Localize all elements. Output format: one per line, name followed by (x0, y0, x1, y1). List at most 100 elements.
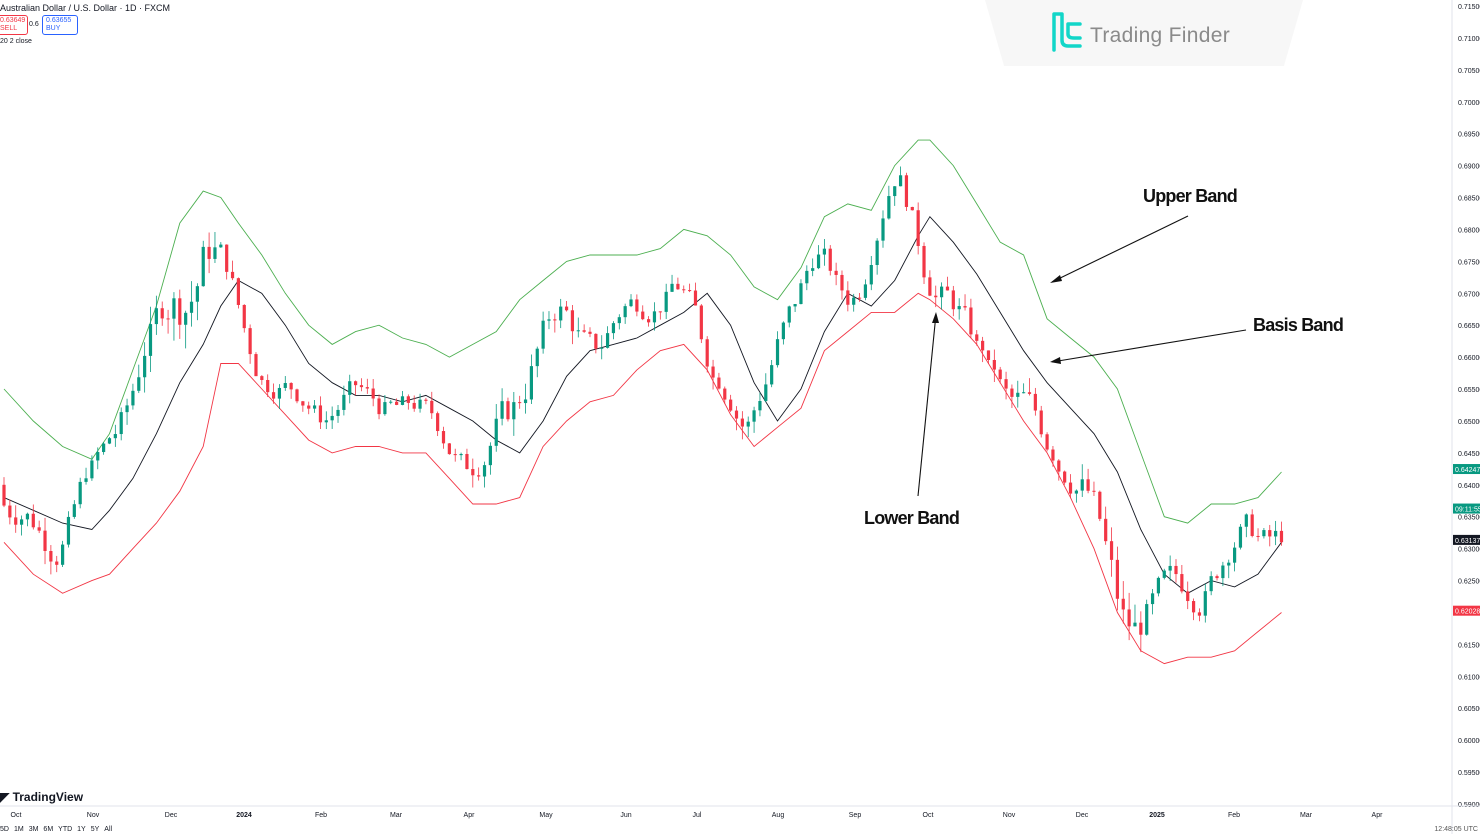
candle-body (553, 319, 557, 321)
candle-body (986, 350, 991, 360)
candle-body (330, 415, 334, 421)
candle-body (945, 286, 950, 291)
candle-body (430, 400, 434, 414)
watermark-banner (985, 0, 1303, 66)
candle-body (775, 339, 780, 366)
x-tick-label: 2025 (1149, 812, 1165, 819)
candle-body (793, 304, 797, 307)
candle-body (1039, 410, 1043, 435)
price-label: 0.64247 (1455, 467, 1480, 474)
candle-body (113, 434, 117, 439)
candle-body (518, 402, 522, 404)
candle-body (78, 481, 82, 505)
upper-band-path (3, 139, 1282, 524)
candle-body (1080, 479, 1084, 491)
candle-body (488, 445, 492, 466)
candle-body (846, 290, 850, 305)
candle-body (629, 299, 633, 307)
x-tick-label: Nov (87, 812, 100, 819)
candles (2, 166, 1284, 653)
x-tick-label: Jul (693, 812, 702, 819)
candle-body (1074, 490, 1078, 494)
candle-body (61, 544, 65, 565)
timeframe-ytd[interactable]: YTD (58, 826, 73, 833)
candle-body (1068, 482, 1073, 494)
basis-line (3, 215, 1282, 594)
candle-body (436, 413, 440, 432)
x-tick-label: Apr (464, 812, 476, 819)
tradingview-brand: TradingView (12, 790, 84, 804)
time-axis[interactable]: Oct Nov Dec 2024 Feb Mar Apr May Jun Jul Aug Sep Oct… (0, 805, 1480, 819)
candle-body (752, 410, 756, 422)
candle-body (857, 297, 862, 299)
candle-body (981, 340, 985, 351)
x-tick-label: Sep (849, 812, 862, 819)
price-label-box (1453, 503, 1480, 514)
candle-body (66, 516, 71, 545)
indicator-legend[interactable]: 20 2 close (0, 38, 32, 45)
candle-body (412, 402, 416, 409)
candle-body (178, 298, 182, 325)
candle-body (875, 240, 879, 265)
candle-body (1098, 491, 1102, 519)
candle-body (307, 405, 311, 409)
candle-body (910, 206, 914, 211)
x-tick-label: Mar (390, 812, 403, 819)
buy-button[interactable]: 0.63655 BUY (42, 15, 78, 35)
candle-body (758, 401, 762, 411)
candle-body (359, 385, 364, 388)
candle-body (43, 530, 47, 552)
candle-body (951, 290, 955, 310)
tradingview-logo[interactable]: ◤ TradingView (0, 790, 83, 804)
timeframe-5d[interactable]: 5D (0, 826, 9, 833)
candle-body (816, 254, 821, 269)
candle-body (605, 333, 610, 348)
candle-body (1268, 530, 1272, 537)
candle-body (1133, 622, 1137, 627)
watermark-text: Trading Finder (1090, 24, 1230, 47)
timeframe-5y[interactable]: 5Y (90, 826, 100, 833)
candle-body (230, 271, 235, 279)
candle-body (647, 319, 651, 323)
candle-body (869, 264, 873, 285)
timeframe-3m[interactable]: 3M (28, 826, 39, 833)
candle-body (1227, 562, 1231, 566)
candle-body (611, 323, 616, 334)
candle-body (588, 331, 592, 334)
x-tick-label: Aug (772, 812, 785, 819)
candle-body (770, 365, 774, 385)
candle-body (1197, 612, 1202, 616)
candle-body (881, 218, 885, 241)
candle-body (1274, 530, 1278, 537)
candle-body (477, 475, 481, 477)
price-label-box (1453, 605, 1480, 616)
symbol-title[interactable]: Australian Dollar / U.S. Dollar · 1D · F… (0, 3, 171, 13)
x-tick-label: Mar (1300, 812, 1313, 819)
candle-body (969, 307, 973, 335)
candle-body (295, 389, 299, 402)
buy-price: 0.63655 (46, 17, 72, 24)
timeframe-all[interactable]: All (104, 826, 113, 833)
candle-body (1033, 393, 1037, 411)
x-tick-label: Apr (1372, 812, 1384, 819)
lower-band-arrow (917, 313, 937, 497)
timeframe-1m[interactable]: 1M (13, 826, 24, 833)
timeframe-6m[interactable]: 6M (43, 826, 54, 833)
sell-button[interactable]: 0.63649 SELL (0, 15, 28, 35)
price-label: 0.62028 (1455, 609, 1480, 616)
price-label-box (1453, 534, 1480, 545)
candle-body (312, 405, 317, 409)
candle-body (1168, 565, 1172, 571)
timeframe-1y[interactable]: 1Y (77, 826, 86, 833)
candle-body (471, 469, 475, 476)
